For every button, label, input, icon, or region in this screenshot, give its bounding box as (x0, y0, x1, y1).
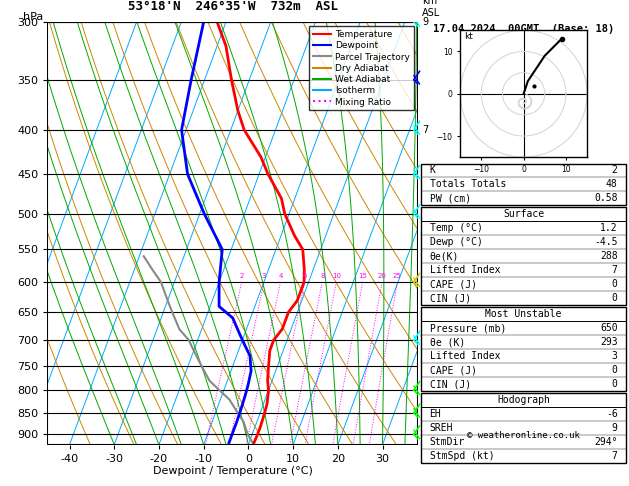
Text: Temp (°C): Temp (°C) (430, 224, 482, 233)
Text: CIN (J): CIN (J) (430, 293, 470, 303)
Text: 9: 9 (612, 423, 618, 433)
Text: 7: 7 (612, 265, 618, 275)
Text: hPa: hPa (23, 12, 43, 22)
Text: 2: 2 (612, 166, 618, 175)
Text: 0: 0 (612, 379, 618, 389)
Text: 20: 20 (377, 273, 386, 279)
Text: 288: 288 (600, 251, 618, 261)
Text: SREH: SREH (430, 423, 453, 433)
Text: 294°: 294° (594, 437, 618, 447)
Text: 2: 2 (240, 273, 244, 279)
Text: 5: 5 (422, 244, 428, 255)
Text: PW (cm): PW (cm) (430, 193, 470, 204)
Text: 0: 0 (612, 365, 618, 375)
Text: -6: -6 (606, 409, 618, 419)
Text: © weatheronline.co.uk: © weatheronline.co.uk (467, 432, 580, 440)
Text: 1: 1 (422, 430, 428, 439)
Text: Mixing Ratio (g/kg): Mixing Ratio (g/kg) (441, 187, 451, 279)
Text: 4: 4 (279, 273, 282, 279)
Text: Lifted Index: Lifted Index (430, 265, 500, 275)
Text: 3: 3 (262, 273, 266, 279)
Text: LCL: LCL (422, 408, 440, 418)
Text: 0.58: 0.58 (594, 193, 618, 204)
Text: StmDir: StmDir (430, 437, 465, 447)
Text: Most Unstable: Most Unstable (486, 309, 562, 319)
Text: CAPE (J): CAPE (J) (430, 365, 477, 375)
Text: StmSpd (kt): StmSpd (kt) (430, 451, 494, 461)
Text: Pressure (mb): Pressure (mb) (430, 323, 506, 333)
Text: 8: 8 (320, 273, 325, 279)
Bar (421, 393, 626, 463)
Text: 2: 2 (422, 361, 428, 371)
Text: Hodograph: Hodograph (497, 395, 550, 405)
Text: 293: 293 (600, 337, 618, 347)
Text: 1.2: 1.2 (600, 224, 618, 233)
Text: 17.04.2024  00GMT  (Base: 18): 17.04.2024 00GMT (Base: 18) (433, 24, 615, 34)
Text: Surface: Surface (503, 209, 544, 220)
Text: 3: 3 (422, 335, 428, 345)
Text: 9: 9 (422, 17, 428, 27)
Text: 6: 6 (422, 208, 428, 219)
Text: K: K (430, 166, 435, 175)
Legend: Temperature, Dewpoint, Parcel Trajectory, Dry Adiabat, Wet Adiabat, Isotherm, Mi: Temperature, Dewpoint, Parcel Trajectory… (309, 26, 414, 110)
Bar (421, 307, 626, 391)
Text: 6: 6 (303, 273, 307, 279)
Text: 48: 48 (606, 179, 618, 190)
Bar (421, 208, 626, 305)
Text: 25: 25 (393, 273, 402, 279)
Text: θe (K): θe (K) (430, 337, 465, 347)
Text: -4.5: -4.5 (594, 237, 618, 247)
Text: 0: 0 (612, 293, 618, 303)
Text: 650: 650 (600, 323, 618, 333)
Text: Lifted Index: Lifted Index (430, 351, 500, 361)
Text: 10: 10 (332, 273, 341, 279)
Text: θe(K): θe(K) (430, 251, 459, 261)
Text: Dewp (°C): Dewp (°C) (430, 237, 482, 247)
Text: CAPE (J): CAPE (J) (430, 279, 477, 289)
Bar (421, 163, 626, 206)
Text: km
ASL: km ASL (422, 0, 440, 17)
Text: Totals Totals: Totals Totals (430, 179, 506, 190)
Text: EH: EH (430, 409, 442, 419)
Text: 0: 0 (612, 279, 618, 289)
X-axis label: Dewpoint / Temperature (°C): Dewpoint / Temperature (°C) (153, 467, 313, 476)
Text: 53°18'N  246°35'W  732m  ASL: 53°18'N 246°35'W 732m ASL (128, 0, 338, 14)
Text: 3: 3 (612, 351, 618, 361)
Text: 7: 7 (612, 451, 618, 461)
Text: 7: 7 (422, 125, 428, 135)
Text: 15: 15 (359, 273, 367, 279)
Text: CIN (J): CIN (J) (430, 379, 470, 389)
